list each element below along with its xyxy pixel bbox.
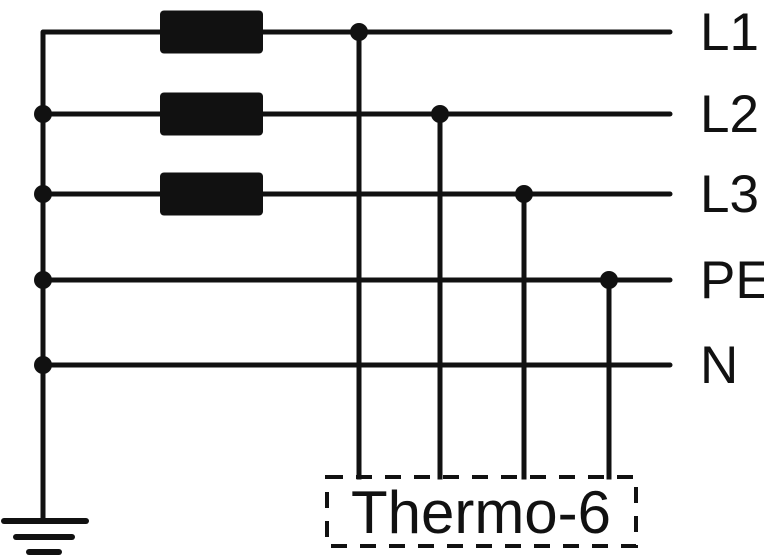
svg-text:PE: PE (700, 251, 764, 310)
svg-text:L2: L2 (700, 85, 759, 144)
svg-text:Thermo-6: Thermo-6 (351, 479, 611, 546)
svg-text:N: N (700, 336, 738, 395)
svg-text:L3: L3 (700, 165, 759, 224)
svg-text:L1: L1 (700, 3, 759, 62)
